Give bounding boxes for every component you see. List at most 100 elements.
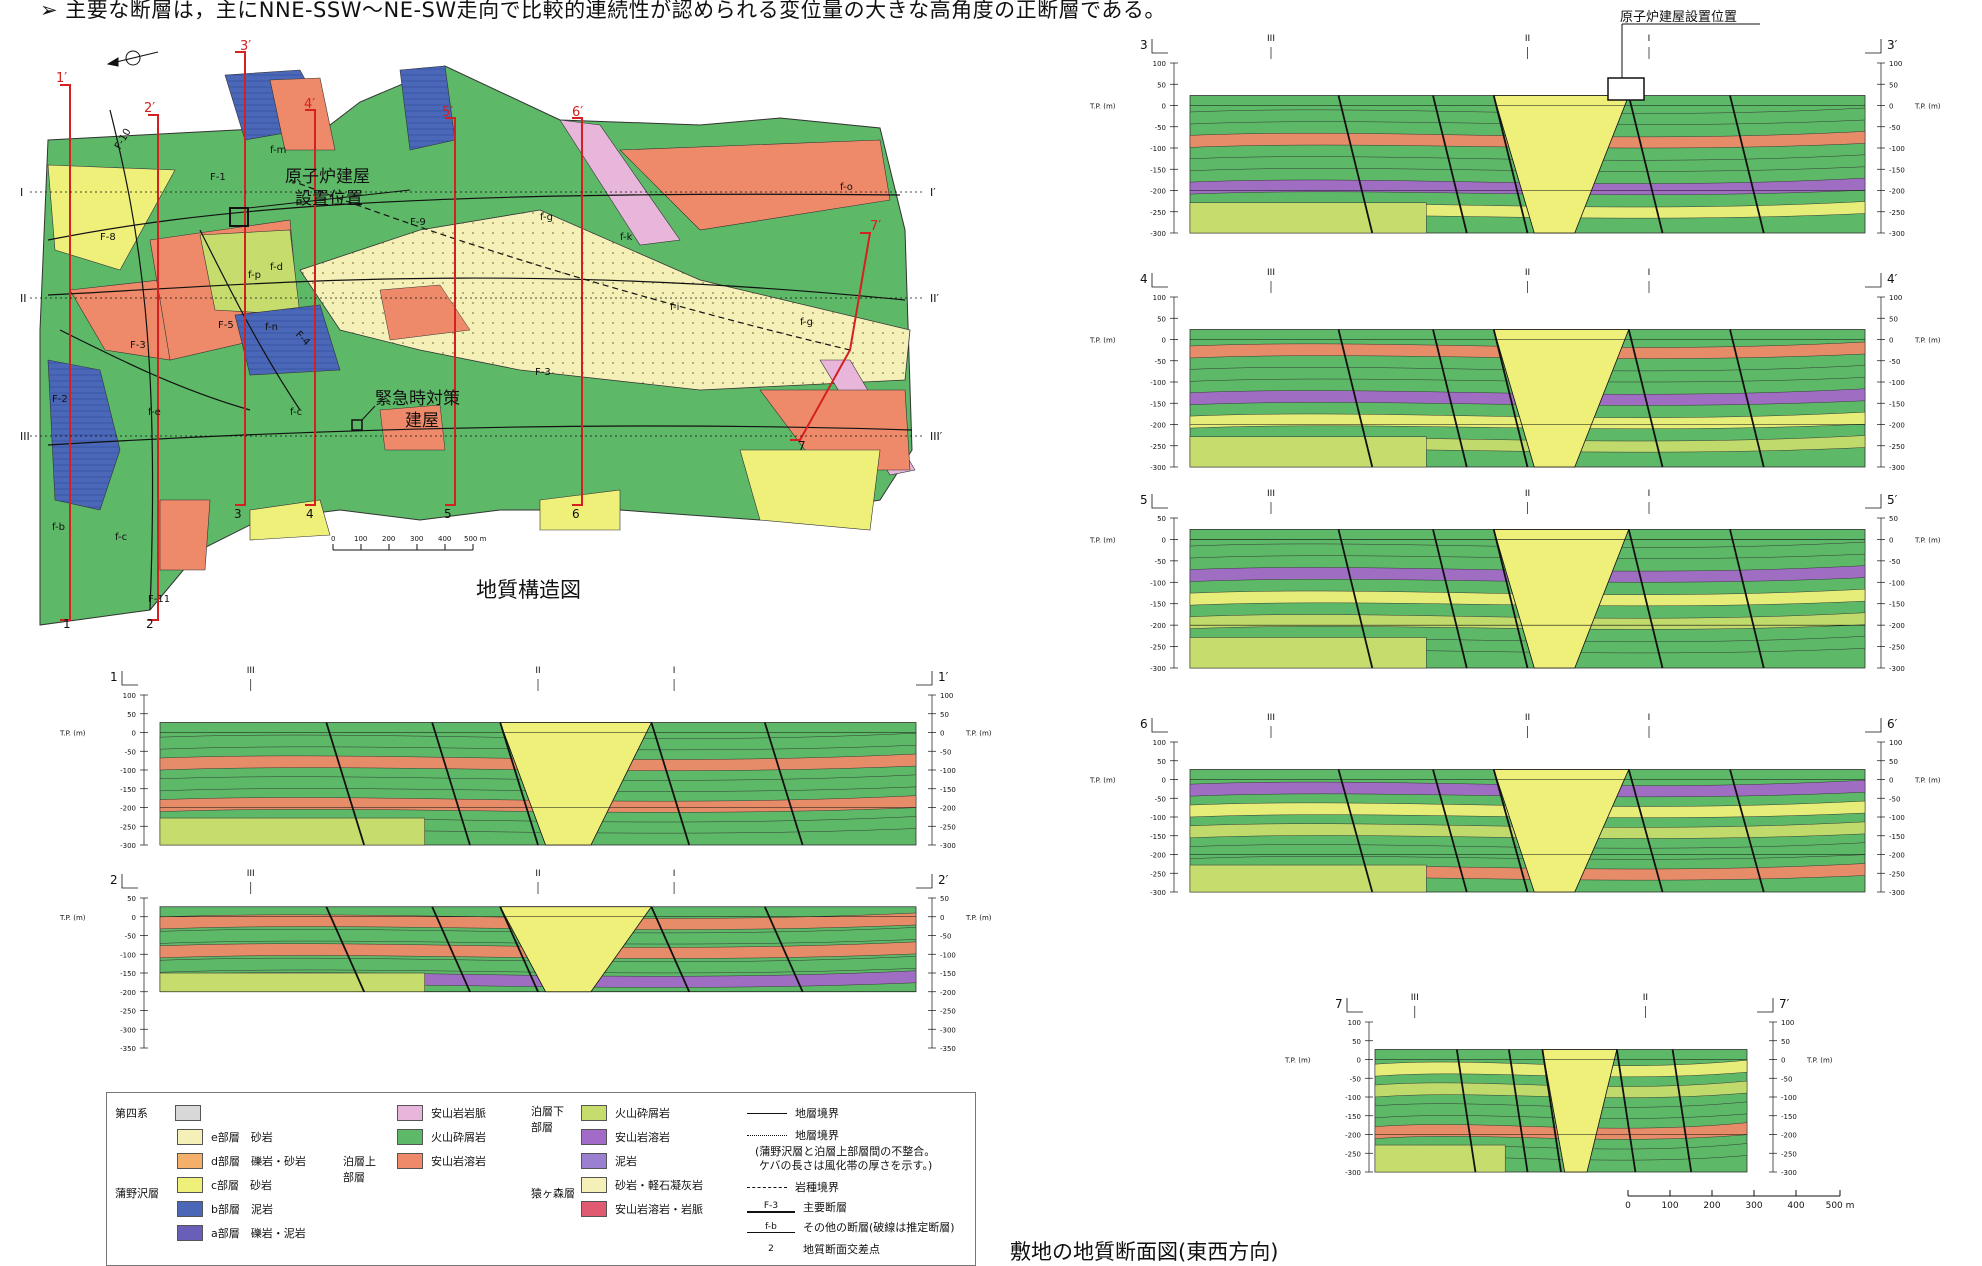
sections-caption: 敷地の地質断面図(東西方向) bbox=[1010, 1240, 1279, 1264]
zone-label: II bbox=[1525, 34, 1530, 44]
fault-label: f-p bbox=[248, 270, 261, 281]
zone-label: II bbox=[1525, 268, 1530, 278]
tick-label: -150 bbox=[1150, 601, 1166, 609]
tick-label: -100 bbox=[1345, 1094, 1361, 1102]
section-1: 100 100 50 50 0 0 -50 -50 -100 -100 -150 -150 -200 -2… bbox=[59, 666, 992, 850]
legend-unconformity: 地層境界 bbox=[747, 1127, 839, 1143]
tick-label: -200 bbox=[1150, 622, 1166, 630]
fault-label: f-m bbox=[270, 145, 286, 156]
section-bracket bbox=[1865, 39, 1882, 54]
fault-label: F-3 bbox=[130, 340, 146, 351]
section-6: 100 100 50 50 0 0 -50 -50 -100 -100 -150 -150 -200 -2… bbox=[1089, 713, 1941, 897]
zone-label: I bbox=[1648, 268, 1651, 278]
legend-andesite-lava: 安山岩溶岩 bbox=[397, 1153, 486, 1169]
section-tag-bottom: 4 bbox=[306, 507, 314, 521]
row-label: III bbox=[20, 430, 30, 443]
tick-label: -250 bbox=[1150, 870, 1166, 878]
section-tag-bottom: 3 bbox=[234, 507, 242, 521]
section-end: 1′ bbox=[938, 670, 949, 684]
section-id: 6 bbox=[1140, 717, 1148, 731]
legend-unconformity-note2: ケバの長さは風化帯の厚さを示す。) bbox=[759, 1159, 933, 1172]
tick-label: -250 bbox=[120, 1008, 136, 1016]
tick-label: 50 bbox=[940, 895, 949, 903]
tick-label: 0 bbox=[1357, 1057, 1361, 1065]
reactor-marker bbox=[229, 207, 249, 227]
section-bracket bbox=[1151, 39, 1168, 54]
header-text: 主要な断層は，主にNNE-SSW～NE-SW走向で比較的連続性が認められる変位量… bbox=[65, 0, 1166, 22]
fault-label: f-e bbox=[148, 407, 161, 418]
tick-label: -200 bbox=[1781, 1132, 1797, 1140]
tick-label: 50 bbox=[1889, 315, 1898, 323]
section-lower-layer bbox=[1189, 864, 1427, 893]
section-fault bbox=[1337, 329, 1374, 468]
tick-label: 0 bbox=[1162, 337, 1166, 345]
tick-label: 0 bbox=[132, 914, 136, 922]
tp-label: T.P. (m) bbox=[59, 914, 86, 922]
section-tag-top: 4′ bbox=[304, 97, 315, 112]
scale-label: 200 bbox=[382, 535, 395, 543]
zone-label: III bbox=[1267, 268, 1275, 278]
section-fault bbox=[1671, 1049, 1693, 1173]
tick-label: -200 bbox=[1345, 1132, 1361, 1140]
section-fault bbox=[431, 906, 471, 993]
tick-label: -250 bbox=[1150, 443, 1166, 451]
emergency-label-2: 建屋 bbox=[405, 411, 439, 431]
tick-label: -50 bbox=[1889, 358, 1900, 366]
section-fault bbox=[1337, 95, 1374, 234]
tick-label: 50 bbox=[1352, 1038, 1361, 1046]
tick-label: -300 bbox=[1150, 889, 1166, 897]
scale-label: 300 bbox=[410, 535, 423, 543]
scale-label: 400 bbox=[1787, 1201, 1804, 1211]
map-pink-band bbox=[559, 119, 681, 246]
reactor-box bbox=[1607, 77, 1645, 101]
tick-label: -250 bbox=[1889, 644, 1905, 652]
scale-label: 200 bbox=[1703, 1201, 1720, 1211]
section-bracket bbox=[1865, 494, 1882, 509]
section-lines bbox=[60, 51, 872, 621]
legend-other-fault: f-b その他の断層(破線は推定断層) bbox=[747, 1219, 955, 1235]
section-end: 4′ bbox=[1887, 272, 1898, 286]
zone-label: I bbox=[673, 869, 676, 879]
geological-structure-map: 1′ 2′ 3′ 4′ 5′ 6′ 7′ 1 2 3 4 5 6 7 I II … bbox=[20, 39, 943, 630]
fault-label: f-c bbox=[115, 532, 127, 543]
section-fault bbox=[1627, 95, 1664, 234]
legend-quaternary: 第四系 bbox=[115, 1105, 209, 1121]
row-label-right: I′ bbox=[930, 186, 936, 199]
tick-label: 100 bbox=[123, 692, 136, 700]
fault-label: F-8 bbox=[100, 232, 116, 243]
section-bracket bbox=[121, 874, 138, 889]
tick-label: 100 bbox=[1153, 294, 1166, 302]
tick-label: -300 bbox=[1889, 889, 1905, 897]
tp-label: T.P. (m) bbox=[1914, 536, 1941, 544]
legend-c: c部層 砂岩 bbox=[177, 1177, 272, 1193]
tp-label: T.P. (m) bbox=[1089, 777, 1116, 785]
section-fault bbox=[1432, 329, 1468, 468]
tick-label: -300 bbox=[1889, 464, 1905, 472]
tick-label: 100 bbox=[1781, 1019, 1794, 1027]
scale-label: 0 bbox=[331, 535, 335, 543]
section-fault bbox=[763, 906, 804, 993]
emergency-label-1: 緊急時対策 bbox=[375, 389, 460, 409]
map-salmon-inner bbox=[379, 284, 471, 341]
scale-label: 100 bbox=[354, 535, 367, 543]
map-salmon-mid bbox=[379, 404, 446, 451]
tick-label: 100 bbox=[1153, 739, 1166, 747]
tick-label: -100 bbox=[1150, 145, 1166, 153]
reactor-label-2: 設置位置 bbox=[295, 189, 363, 209]
zone-label: III bbox=[1267, 713, 1275, 723]
map-salmon-east bbox=[619, 139, 891, 231]
tick-label: -250 bbox=[1150, 209, 1166, 217]
legend-d: d部層 礫岩・砂岩 bbox=[177, 1153, 306, 1169]
section-fault bbox=[1492, 769, 1529, 893]
fault-label: F-5 bbox=[218, 320, 234, 331]
tick-label: -200 bbox=[120, 989, 136, 997]
tick-label: -50 bbox=[1155, 358, 1166, 366]
tick-label: -50 bbox=[1155, 795, 1166, 803]
tick-label: -250 bbox=[1345, 1150, 1361, 1158]
section-graben bbox=[1493, 95, 1630, 234]
legend-main-fault: F-3 主要断層 bbox=[747, 1199, 847, 1215]
tick-label: 0 bbox=[1889, 536, 1893, 544]
section-bracket bbox=[1151, 273, 1168, 288]
tick-label: 0 bbox=[132, 730, 136, 738]
section-id: 1 bbox=[110, 670, 118, 684]
